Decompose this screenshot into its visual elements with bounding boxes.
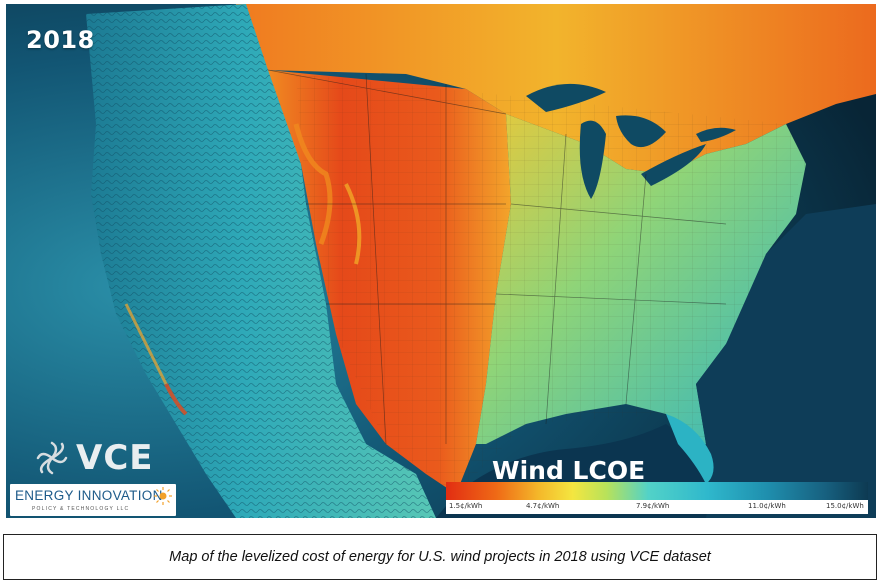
sun-icon — [154, 487, 172, 505]
caption-box: Map of the levelized cost of energy for … — [3, 534, 877, 580]
legend-color-bar — [446, 482, 868, 500]
legend-tick-label: 4.7¢/kWh — [526, 502, 560, 510]
legend-ticks: 1.5¢/kWh 4.7¢/kWh 7.9¢/kWh 11.0¢/kWh 15.… — [446, 500, 868, 514]
caption: Map of the levelized cost of energy for … — [169, 549, 711, 565]
legend-title: Wind LCOE — [492, 456, 646, 485]
legend-tick-label: 11.0¢/kWh — [748, 502, 786, 510]
map-graphic — [6, 4, 876, 518]
legend-tick-label: 7.9¢/kWh — [636, 502, 670, 510]
energy-innovation-logo-text: ENERGY INNOVATION — [15, 488, 163, 503]
lcoe-map: 2018 VCE ENERGY INNOVATION POLICY & TECH… — [6, 4, 876, 518]
vce-logo-text: VCE — [76, 438, 154, 478]
legend-tick-label: 15.0¢/kWh — [826, 502, 864, 510]
vce-logo: VCE — [32, 438, 154, 478]
swirl-icon — [36, 441, 68, 475]
legend-tick-label: 1.5¢/kWh — [449, 502, 483, 510]
year-label: 2018 — [26, 26, 95, 54]
energy-innovation-logo-subtext: POLICY & TECHNOLOGY LLC — [32, 506, 130, 512]
energy-innovation-logo: ENERGY INNOVATION POLICY & TECHNOLOGY LL… — [10, 484, 176, 516]
